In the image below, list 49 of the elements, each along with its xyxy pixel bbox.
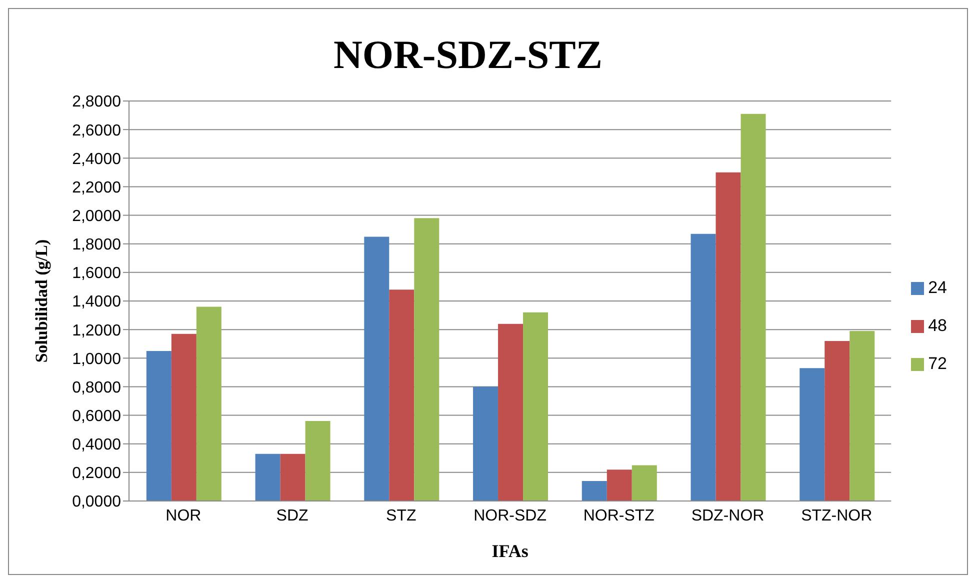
y-tick-label: 0,4000 (72, 436, 122, 454)
y-tick-label: 2,6000 (72, 122, 122, 140)
bar (473, 386, 498, 501)
bar (690, 234, 716, 501)
bar (146, 351, 172, 501)
x-axis-title: IFAs (492, 541, 528, 561)
legend-label: 24 (928, 278, 947, 297)
bar (523, 312, 548, 501)
x-tick-label: NOR-STZ (583, 507, 655, 524)
bar (824, 341, 850, 501)
x-tick-label: NOR (166, 507, 202, 524)
x-tick-label: STZ (386, 507, 417, 524)
y-tick-label: 2,8000 (72, 94, 122, 111)
bar (196, 306, 222, 501)
x-tick-label: NOR-SDZ (474, 507, 547, 524)
y-axis-title: Solubilidad (g/L) (32, 239, 52, 363)
y-tick-label: 0,0000 (72, 494, 122, 511)
bar (171, 334, 196, 501)
chart-title: NOR-SDZ-STZ (332, 31, 604, 79)
x-tick-label: SDZ (276, 507, 309, 524)
bar (850, 331, 875, 501)
bar (716, 172, 741, 501)
y-tick-label: 0,8000 (72, 379, 122, 396)
y-tick-label: 0,2000 (72, 465, 122, 482)
bar (255, 454, 280, 501)
y-tick-label: 1,6000 (72, 265, 122, 282)
bar (498, 324, 524, 501)
bar (632, 465, 657, 501)
x-tick-label: STZ-NOR (801, 507, 872, 524)
bar (389, 290, 414, 501)
bar (414, 218, 440, 501)
bar (364, 236, 390, 501)
legend-label: 72 (928, 354, 947, 373)
y-tick-label: 1,8000 (72, 236, 122, 254)
bar (305, 421, 330, 501)
bar (740, 114, 766, 501)
bar (800, 368, 825, 501)
y-tick-label: 1,0000 (72, 350, 122, 368)
y-tick-label: 0,6000 (72, 408, 122, 425)
y-tick-label: 1,4000 (72, 294, 122, 311)
bar (280, 454, 306, 501)
bar (606, 470, 632, 501)
y-tick-label: 2,2000 (72, 179, 122, 196)
x-tick-label: SDZ-NOR (691, 507, 764, 524)
bar (582, 481, 607, 501)
y-tick-label: 1,2000 (72, 322, 122, 340)
y-tick-label: 2,0000 (72, 208, 122, 225)
legend-label: 48 (928, 316, 947, 335)
y-tick-label: 2,4000 (72, 150, 122, 168)
